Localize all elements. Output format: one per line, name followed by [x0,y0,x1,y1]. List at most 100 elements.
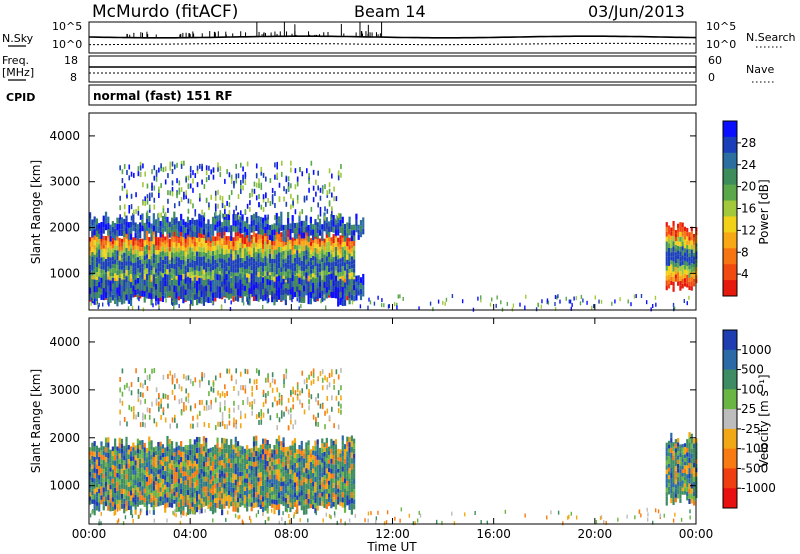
heatmap-cell [89,447,92,452]
heatmap-cell [339,465,342,470]
heatmap-cell [168,221,171,228]
heatmap-cell [104,292,108,299]
heatmap-cell [145,481,149,487]
heatmap-cell [202,501,206,507]
heatmap-cell [677,223,680,229]
heatmap-cell [266,471,269,477]
heatmap-cell [246,492,249,498]
heatmap-cell [116,245,119,251]
heatmap-cell [318,230,322,236]
heatmap-cell [674,266,677,271]
heatmap-cell [302,279,306,286]
heatmap-cell [221,482,224,488]
heatmap-cell [160,212,162,218]
heatmap-cell [150,299,153,306]
heatmap-cell [333,196,335,202]
heatmap-cell [225,496,228,502]
heatmap-cell [150,246,153,251]
heatmap-cell [129,480,133,486]
heatmap-cell [175,223,178,230]
heatmap-cell [681,264,684,270]
heatmap-cell [150,449,153,455]
heatmap-cell [343,282,347,289]
heatmap-cell [250,293,252,298]
heatmap-cell [205,500,208,506]
heatmap-cell [91,442,94,448]
heatmap-cell [166,451,169,457]
date-title: 03/Jun/2013 [588,2,685,21]
heatmap-cell [670,227,673,232]
heatmap-cell [334,230,338,236]
heatmap-cell [218,495,221,501]
heatmap-cell [182,264,185,270]
heatmap-cell [195,270,199,276]
heatmap-cell [189,471,192,477]
heatmap-cell [177,450,180,455]
heatmap-cell [161,491,165,497]
heatmap-cell [134,284,137,290]
heatmap-cell [152,456,155,462]
heatmap-cell [340,164,342,170]
heatmap-cell [177,226,180,232]
heatmap-cell [205,238,208,243]
heatmap-cell [348,483,351,490]
heatmap-cell [143,246,146,251]
heatmap-cell [191,458,194,464]
heatmap-cell [219,210,222,216]
heatmap-cell [89,492,92,497]
heatmap-cell [152,234,155,240]
heatmap-cell [334,242,338,247]
heatmap-cell [180,456,183,463]
heatmap-cell [155,450,158,456]
heatmap-cell [683,235,687,240]
heatmap-cell [266,508,269,514]
heatmap-cell [241,488,244,493]
heatmap-cell [202,247,206,252]
heatmap-cell [208,165,210,171]
heatmap-cell [145,268,149,273]
heatmap-cell [150,235,153,242]
heatmap-cell [284,287,287,294]
heatmap-cell [289,228,292,235]
heatmap-cell [137,305,140,310]
heatmap-cell [195,251,199,257]
heatmap-cell [123,460,126,466]
heatmap-cell [268,461,272,467]
heatmap-cell [98,276,101,283]
heatmap-cell [280,160,283,166]
heatmap-cell [255,466,258,472]
heatmap-cell [195,246,199,252]
heatmap-cell [167,207,169,213]
heatmap-cell [224,209,226,215]
heatmap-cell [157,464,160,470]
heatmap-cell [160,183,162,189]
heatmap-cell [170,241,174,247]
heatmap-cell [259,228,262,235]
heatmap-cell [316,288,319,294]
heatmap-cell [98,456,101,462]
heatmap-cell [205,242,208,248]
heatmap-cell [348,291,351,299]
heatmap-cell [111,487,114,493]
heatmap-cell [104,501,108,507]
heatmap-cell [565,296,567,301]
heatmap-cell [120,448,124,454]
heatmap-cell [230,448,233,454]
heatmap-cell [136,438,140,444]
heatmap-cell [100,221,103,228]
heatmap-cell [686,270,689,275]
heatmap-cell [107,222,110,230]
heatmap-cell [337,500,340,505]
heatmap-cell [239,162,242,168]
heatmap-cell [221,504,224,510]
heatmap-cell [182,219,185,226]
heatmap-cell [341,223,344,230]
heatmap-cell [109,489,112,494]
heatmap-cell [268,253,272,259]
heatmap-cell [114,254,117,260]
heatmap-cell [214,507,217,513]
heatmap-cell [350,480,353,487]
heatmap-cell [309,245,312,250]
heatmap-cell [164,248,167,253]
heatmap-cell [170,223,174,231]
